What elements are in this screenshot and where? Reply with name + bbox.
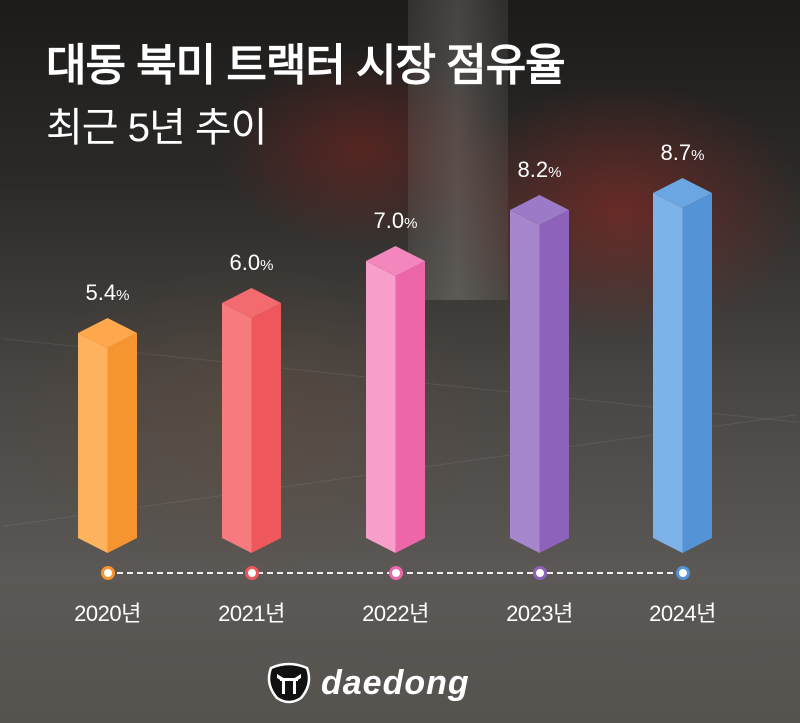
timeline-dot <box>675 566 690 580</box>
bar-prism-shape <box>366 246 425 553</box>
year-label: 2021년 <box>218 601 285 626</box>
bar-3 <box>510 195 569 553</box>
value-unit: % <box>404 215 418 232</box>
timeline-dot <box>388 566 403 580</box>
value-label: 8.7% <box>633 140 733 166</box>
bar-prism-shape <box>222 288 281 553</box>
value-number: 7.0 <box>373 208 405 233</box>
value-unit: % <box>260 257 274 274</box>
daedong-emblem-icon <box>267 662 311 704</box>
value-label: 6.0% <box>202 250 302 276</box>
year-label: 2022년 <box>362 601 429 626</box>
timeline-dot <box>244 566 259 580</box>
value-unit: % <box>691 147 705 164</box>
value-unit: % <box>548 164 562 181</box>
value-number: 8.2 <box>517 157 549 182</box>
logo-wordmark: daedong <box>321 664 470 702</box>
value-number: 5.4 <box>85 280 117 305</box>
bar-prism-shape <box>510 195 569 553</box>
chart-title: 대동 북미 트랙터 시장 점유율 <box>46 41 566 90</box>
bar-prism-shape <box>78 318 137 553</box>
daedong-logo: daedong <box>265 662 470 704</box>
bar-0 <box>78 318 137 553</box>
value-label: 7.0% <box>346 208 446 234</box>
bar-4 <box>653 178 712 553</box>
timeline-dot <box>532 566 547 580</box>
value-unit: % <box>116 287 130 304</box>
year-label: 2023년 <box>506 601 573 626</box>
year-label: 2020년 <box>74 601 141 626</box>
value-label: 8.2% <box>490 157 590 183</box>
value-number: 8.7 <box>660 140 692 165</box>
year-label: 2024년 <box>649 601 716 626</box>
value-label: 5.4% <box>58 280 158 306</box>
chart-subtitle: 최근 5년 추이 <box>46 106 267 150</box>
value-number: 6.0 <box>229 250 261 275</box>
timeline-dot <box>100 566 115 580</box>
bar-prism-shape <box>653 178 712 553</box>
bar-2 <box>366 246 425 553</box>
background-pillar <box>408 0 508 300</box>
bar-1 <box>222 288 281 553</box>
